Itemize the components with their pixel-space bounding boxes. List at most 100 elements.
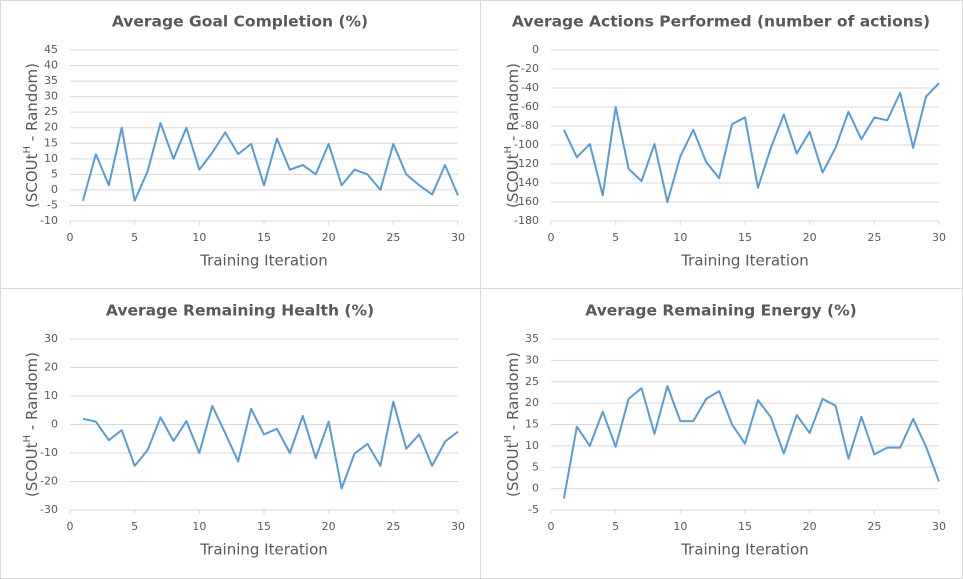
x-axis-title: Training Iteration [680,252,809,270]
x-tick-label: 30 [451,520,465,533]
y-axis-title-part: (SCOUt [23,442,41,497]
y-axis-title-part: - Random) [504,352,522,435]
y-tick-label: 5 [532,460,539,473]
chart-title: Average Goal Completion (%) [112,13,368,31]
y-tick-label: 0 [51,418,58,431]
y-tick-label: -10 [40,214,58,227]
x-tick-label: 0 [67,520,74,533]
y-tick-label: 30 [44,90,58,103]
y-axis-title-part: (SCOUt [23,153,41,208]
x-tick-label: 10 [673,520,687,533]
y-axis-title: (SCOUtH - Random) [503,63,522,208]
x-tick-label: 25 [867,231,881,244]
data-line [562,385,940,499]
x-tick-label: 30 [932,231,946,244]
y-tick-label: 30 [525,353,539,366]
x-axis-title: Training Iteration [680,541,809,559]
y-tick-label: 0 [51,183,58,196]
y-tick-label: 15 [525,418,539,431]
x-tick-label: 20 [322,231,336,244]
x-tick-label: 30 [932,520,946,533]
y-tick-label: -5 [528,503,539,516]
y-tick-label: 20 [44,121,58,134]
y-tick-label: 10 [525,439,539,452]
y-tick-label: -120 [514,157,539,170]
y-axis-title: (SCOUtH - Random) [22,352,41,497]
x-tick-label: 15 [257,231,271,244]
x-tick-label: 20 [803,520,817,533]
x-tick-label: 25 [867,520,881,533]
x-tick-label: 5 [612,520,619,533]
x-tick-label: 10 [192,231,206,244]
y-tick-label: 0 [532,482,539,495]
y-tick-label: 10 [44,152,58,165]
x-tick-label: 15 [738,520,752,533]
x-tick-label: 25 [386,231,400,244]
y-axis-title: (SCOUtH - Random) [503,352,522,497]
x-tick-label: 10 [673,231,687,244]
y-tick-label: 40 [44,59,58,72]
y-axis-title-part: (SCOUt [504,442,522,497]
y-axis-title-part: - Random) [23,63,41,146]
x-tick-label: 0 [548,231,555,244]
y-tick-label: 30 [44,332,58,345]
chart-panel: Average Actions Performed (number of act… [503,13,947,270]
y-axis-title-part: H [22,435,33,443]
x-tick-label: 0 [67,231,74,244]
y-tick-label: 35 [44,74,58,87]
y-tick-label: 20 [525,396,539,409]
y-axis-title: (SCOUtH - Random) [22,63,41,208]
y-tick-label: 25 [44,105,58,118]
y-tick-label: -160 [514,195,539,208]
x-tick-label: 25 [386,520,400,533]
x-tick-label: 5 [612,231,619,244]
y-tick-label: -30 [40,503,58,516]
data-line [563,82,940,203]
y-tick-label: 10 [44,389,58,402]
x-tick-label: 5 [131,520,138,533]
y-tick-label: 25 [525,375,539,388]
y-tick-label: 0 [532,43,539,56]
y-tick-label: -40 [521,81,539,94]
y-tick-label: 5 [51,167,58,180]
chart-panel: Average Goal Completion (%) -10 -5 0 5 10 15 20… [22,13,466,270]
y-tick-label: -140 [514,176,539,189]
x-tick-label: 20 [322,520,336,533]
x-tick-label: 20 [803,231,817,244]
y-tick-label: 20 [44,361,58,374]
y-tick-label: -10 [40,446,58,459]
y-tick-label: -100 [514,138,539,151]
x-tick-label: 0 [548,520,555,533]
x-tick-label: 15 [257,520,271,533]
y-axis-title-part: H [503,435,514,443]
y-axis-title-part: H [503,146,514,154]
y-tick-label: -20 [40,475,58,488]
y-tick-label: 35 [525,332,539,345]
data-line [81,122,459,202]
x-axis-title: Training Iteration [199,252,328,270]
chart-panel: Average Remaining Energy (%) -5 0 5 10 15 20 25… [503,302,947,559]
y-tick-label: 15 [44,136,58,149]
chart-title: Average Remaining Health (%) [106,302,374,320]
data-line [82,400,459,490]
chart-title: Average Remaining Energy (%) [585,302,857,320]
x-axis-title: Training Iteration [199,541,328,559]
y-tick-label: 45 [44,43,58,56]
y-axis-title-part: - Random) [23,352,41,435]
y-tick-label: -5 [47,198,58,211]
y-axis-title-part: - Random) [504,63,522,146]
y-tick-label: -20 [521,62,539,75]
x-tick-label: 5 [131,231,138,244]
y-tick-label: -180 [514,214,539,227]
chart-title: Average Actions Performed (number of act… [512,13,930,31]
y-tick-label: -60 [521,100,539,113]
chart-panel: Average Remaining Health (%) -30 -20 -10 0 10… [22,302,466,559]
x-tick-label: 30 [451,231,465,244]
x-tick-label: 15 [738,231,752,244]
y-axis-title-part: H [22,146,33,154]
x-tick-label: 10 [192,520,206,533]
y-axis-title-part: (SCOUt [504,153,522,208]
